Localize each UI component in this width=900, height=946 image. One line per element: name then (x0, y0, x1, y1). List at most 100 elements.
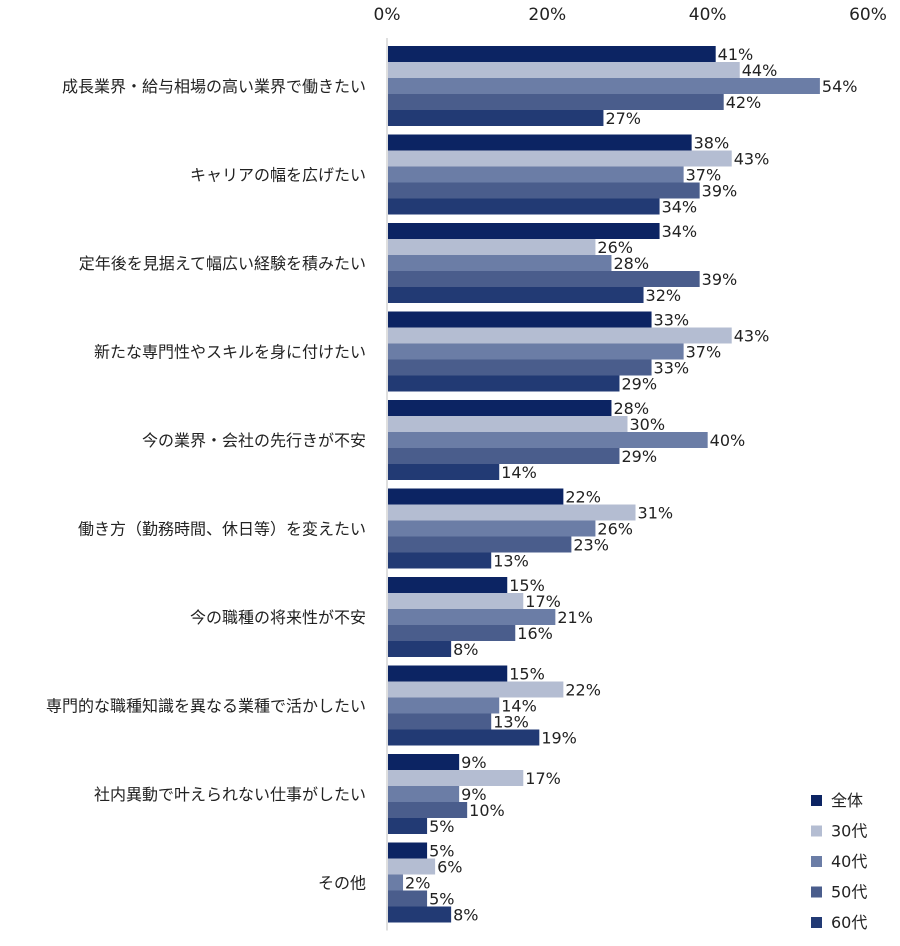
bar (388, 271, 700, 287)
bar (388, 287, 644, 303)
bar (388, 520, 596, 537)
bar (388, 62, 740, 78)
bar (388, 641, 452, 657)
category-label: 専門的な職種知識を異なる業種で活かしたい (46, 697, 366, 716)
bar (388, 432, 708, 448)
bar (388, 223, 660, 239)
legend-label: 30代 (831, 822, 867, 841)
bar (388, 166, 684, 183)
data-label: 28% (613, 254, 649, 273)
data-label: 5% (429, 817, 454, 836)
bar (388, 150, 732, 167)
bar (388, 134, 692, 151)
legend-swatch (811, 825, 822, 837)
bar (388, 416, 628, 432)
data-label: 37% (686, 343, 722, 362)
data-label: 37% (686, 166, 722, 185)
x-tick-label: 20% (528, 5, 566, 25)
bar (388, 842, 428, 859)
legend-label: 50代 (831, 883, 867, 902)
bar (388, 890, 428, 907)
data-label: 21% (557, 608, 593, 627)
bar (388, 110, 604, 126)
category-label: 社内異動で叶えられない仕事がしたい (94, 785, 366, 804)
legend-swatch (811, 917, 822, 928)
data-label: 33% (654, 359, 690, 378)
x-tick-label: 60% (849, 5, 887, 25)
bar (388, 770, 524, 786)
bar (388, 713, 492, 730)
bar (388, 906, 452, 923)
legend: 全体 30代 40代 50代 60代 (811, 791, 867, 932)
category-label: 成長業界・給与相場の高い業界で働きたい (62, 77, 366, 96)
bar (388, 343, 684, 360)
bar (388, 488, 564, 505)
data-label: 42% (726, 93, 762, 112)
legend-label: 40代 (831, 852, 867, 871)
data-label: 44% (742, 61, 778, 80)
category-label: 新たな専門性やスキルを身に付けたい (94, 343, 366, 362)
bar (388, 198, 660, 215)
bar (388, 327, 732, 344)
data-label: 27% (605, 109, 641, 128)
data-label: 17% (525, 592, 561, 611)
bar (388, 255, 612, 271)
data-label: 17% (525, 769, 561, 788)
data-label: 38% (694, 134, 730, 153)
bar (388, 375, 620, 392)
data-label: 39% (702, 182, 738, 201)
data-label: 2% (405, 874, 430, 893)
data-label: 5% (429, 890, 454, 909)
legend-label: 全体 (831, 791, 863, 810)
x-tick-label: 0% (374, 5, 401, 25)
bar (388, 874, 404, 891)
data-label: 41% (718, 45, 754, 64)
bar (388, 786, 460, 802)
data-label: 28% (613, 399, 649, 418)
bar (388, 359, 652, 376)
data-label: 6% (437, 858, 462, 877)
data-label: 43% (734, 150, 770, 169)
category-label: 働き方（勤務時間、休日等）を変えたい (78, 520, 366, 539)
bar (388, 697, 500, 714)
data-label: 8% (453, 906, 478, 925)
data-label: 16% (517, 624, 553, 643)
category-label: 今の業界・会社の先行きが不安 (142, 431, 366, 450)
data-label: 29% (621, 447, 657, 466)
data-label: 19% (541, 729, 577, 748)
data-label: 13% (493, 552, 529, 571)
category-label: 今の職種の将来性が不安 (190, 608, 366, 627)
data-label: 40% (710, 431, 746, 450)
bar (388, 593, 524, 609)
bar (388, 311, 652, 328)
bar (388, 802, 468, 818)
data-label: 8% (453, 640, 478, 659)
category-label: その他 (318, 874, 366, 893)
data-label: 33% (654, 311, 690, 330)
bar (388, 504, 636, 521)
bar (388, 94, 724, 110)
data-label: 26% (597, 520, 633, 539)
data-label: 14% (501, 463, 537, 482)
data-label: 29% (621, 375, 657, 394)
legend-label: 60代 (831, 913, 867, 932)
data-label: 13% (493, 713, 529, 732)
data-label: 54% (822, 77, 858, 96)
bar (388, 400, 612, 416)
axis-layer: 0% 20% 40% 60% (374, 5, 887, 931)
data-label: 30% (630, 415, 666, 434)
category-label: 定年後を見据えて幅広い経験を積みたい (79, 254, 366, 273)
bar (388, 754, 460, 770)
data-label: 22% (565, 681, 601, 700)
bar (388, 577, 508, 593)
legend-swatch (811, 856, 822, 867)
bar (388, 625, 516, 641)
bar (388, 729, 540, 746)
bar (388, 818, 428, 834)
data-label: 10% (469, 801, 505, 820)
x-tick-label: 40% (689, 5, 727, 25)
bar (388, 46, 716, 62)
labels-layer: 成長業界・給与相場の高い業界で働きたい 41%44% 54% 42% 27% キャリアの幅… (46, 45, 857, 925)
